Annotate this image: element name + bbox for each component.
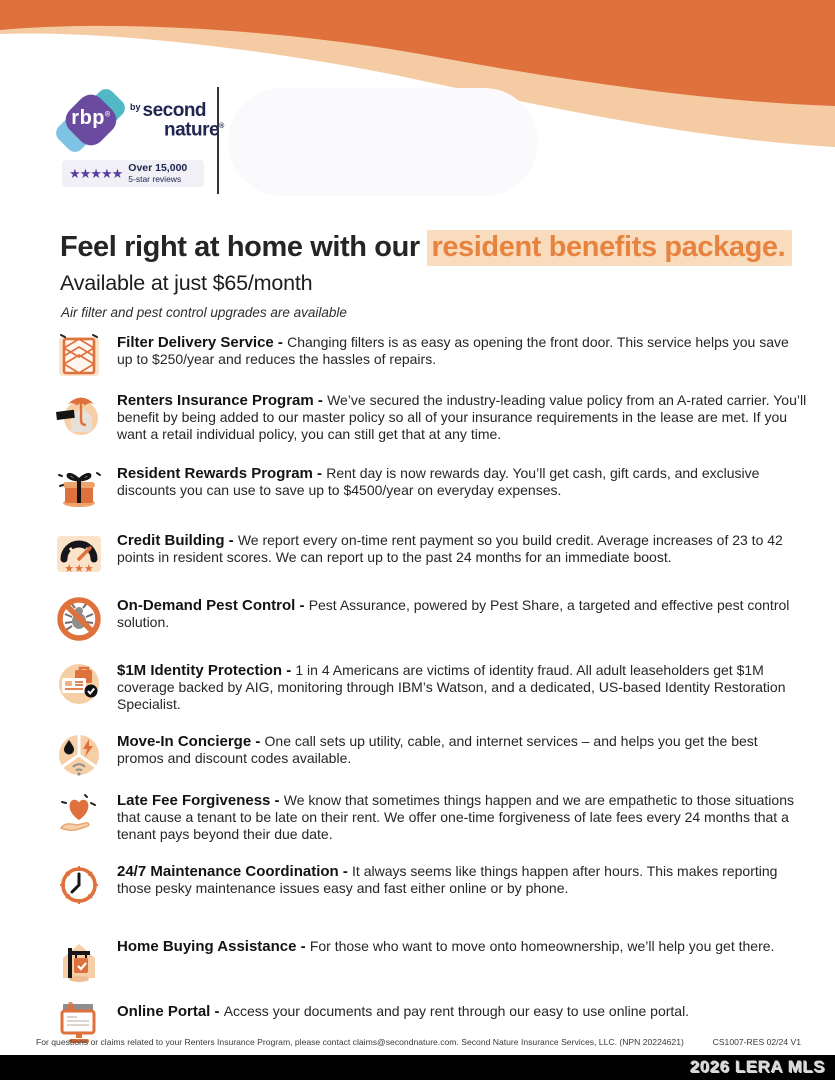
benefit-description: One call sets up utility, cable, and int… — [117, 733, 758, 766]
price-subtitle: Available at just $65/month — [60, 271, 313, 295]
online-portal-icon — [55, 1001, 103, 1049]
five-stars-icon: ★★★★★ — [69, 165, 123, 181]
benefit-title: 24/7 Maintenance Coordination - — [117, 863, 353, 880]
air-filter-icon — [55, 332, 103, 380]
benefit-title: Move-In Concierge - — [117, 733, 265, 750]
benefit-row: $1M Identity Protection - 1 in 4 America… — [55, 660, 807, 713]
title-block: Feel right at home with our resident ben… — [60, 230, 820, 320]
benefit-row: Renters Insurance Program - We’ve secure… — [55, 390, 807, 443]
home-sign-icon — [55, 936, 103, 984]
mls-watermark: 2026 LERA MLS — [690, 1057, 826, 1077]
benefit-row: 24/7 Maintenance Coordination - It alway… — [55, 861, 807, 909]
reviews-text: Over 15,000 5-star reviews — [128, 163, 187, 184]
benefit-description: Changing filters is as easy as opening t… — [117, 334, 789, 367]
rbp-badge-icon: rbp® — [52, 85, 129, 156]
benefit-row: Resident Rewards Program - Rent day is n… — [55, 463, 807, 511]
umbrella-house-icon — [55, 390, 103, 438]
benefit-row: Home Buying Assistance - For those who w… — [55, 936, 807, 984]
benefit-title: Resident Rewards Program - — [117, 465, 327, 482]
benefit-row: Move-In Concierge - One call sets up uti… — [55, 731, 807, 779]
title-prefix: Feel right at home with our — [60, 231, 428, 263]
legal-footnote: For questions or claims related to your … — [36, 1037, 684, 1047]
benefit-title: Filter Delivery Service - — [117, 334, 288, 351]
utilities-wedge-icon — [55, 731, 103, 779]
benefit-description: Access your documents and pay rent throu… — [223, 1003, 690, 1019]
benefit-description: We’ve secured the industry-leading value… — [117, 392, 807, 442]
benefit-text: Home Buying Assistance - For those who w… — [117, 936, 774, 955]
benefit-description: We know that sometimes things happen and… — [117, 792, 794, 842]
benefit-text: 24/7 Maintenance Coordination - It alway… — [117, 861, 807, 897]
benefit-row: Online Portal - Access your documents an… — [55, 1001, 807, 1049]
benefit-title: Renters Insurance Program - — [117, 392, 328, 409]
benefit-row: Late Fee Forgiveness - We know that some… — [55, 790, 807, 843]
benefit-title: Online Portal - — [117, 1003, 224, 1020]
svg-text:★★★: ★★★ — [64, 563, 94, 575]
reviews-count: Over 15,000 — [128, 162, 188, 174]
second-nature-wordmark: by second nature® — [130, 91, 224, 149]
upgrades-note: Air filter and pest control upgrades are… — [61, 305, 347, 320]
benefit-text: On-Demand Pest Control - Pest Assurance,… — [117, 595, 807, 631]
benefit-description: It always seems like things happen after… — [117, 863, 778, 896]
benefit-title: $1M Identity Protection - — [117, 662, 296, 679]
benefit-text: Filter Delivery Service - Changing filte… — [117, 332, 807, 368]
benefit-description: For those who want to move onto homeowne… — [309, 938, 775, 954]
credit-gauge-icon: ★★★ — [55, 530, 103, 578]
benefit-text: Online Portal - Access your documents an… — [117, 1001, 689, 1020]
benefit-text: Credit Building - We report every on-tim… — [117, 530, 807, 566]
brand-line2: nature® — [164, 119, 224, 141]
badge-text: rbp® — [71, 107, 111, 129]
heart-hand-icon — [55, 790, 103, 838]
reviews-badge: ★★★★★ Over 15,000 5-star reviews — [62, 160, 204, 187]
benefit-text: Resident Rewards Program - Rent day is n… — [117, 463, 807, 499]
benefit-description: 1 in 4 Americans are victims of identity… — [117, 662, 786, 712]
no-pests-icon — [55, 595, 103, 643]
page-title: Feel right at home with our resident ben… — [60, 230, 820, 266]
document-code: CS1007-RES 02/24 V1 — [712, 1037, 801, 1047]
benefit-description: Pest Assurance, powered by Pest Share, a… — [117, 597, 790, 630]
benefit-title: Late Fee Forgiveness - — [117, 792, 284, 809]
benefit-row: Filter Delivery Service - Changing filte… — [55, 332, 807, 380]
benefit-title: On-Demand Pest Control - — [117, 597, 309, 614]
by-label: by — [130, 102, 141, 112]
clock-icon — [55, 861, 103, 909]
vertical-divider — [217, 87, 219, 194]
reviews-label: 5-star reviews — [128, 174, 182, 184]
benefit-text: Renters Insurance Program - We’ve secure… — [117, 390, 807, 443]
mls-bottom-bar: 2026 LERA MLS — [0, 1055, 835, 1080]
benefit-row: ★★★ Credit Building - We report every on-… — [55, 530, 807, 578]
benefit-description: We report every on-time rent payment so … — [117, 532, 783, 565]
benefit-title: Home Buying Assistance - — [117, 938, 310, 955]
benefit-text: Move-In Concierge - One call sets up uti… — [117, 731, 807, 767]
benefit-description: Rent day is now rewards day. You’ll get … — [117, 465, 760, 498]
identity-card-icon — [55, 660, 103, 708]
benefits-list: Filter Delivery Service - Changing filte… — [55, 332, 807, 1066]
benefit-text: $1M Identity Protection - 1 in 4 America… — [117, 660, 807, 713]
brand-line1: second — [142, 100, 207, 121]
whited-out-logo-area — [228, 88, 538, 196]
gift-box-icon — [55, 463, 103, 511]
title-highlight: resident benefits package. — [427, 230, 793, 266]
benefit-row: On-Demand Pest Control - Pest Assurance,… — [55, 595, 807, 643]
rbp-logo: rbp® by second nature® — [52, 85, 224, 156]
benefit-title: Credit Building - — [117, 532, 238, 549]
benefit-text: Late Fee Forgiveness - We know that some… — [117, 790, 807, 843]
